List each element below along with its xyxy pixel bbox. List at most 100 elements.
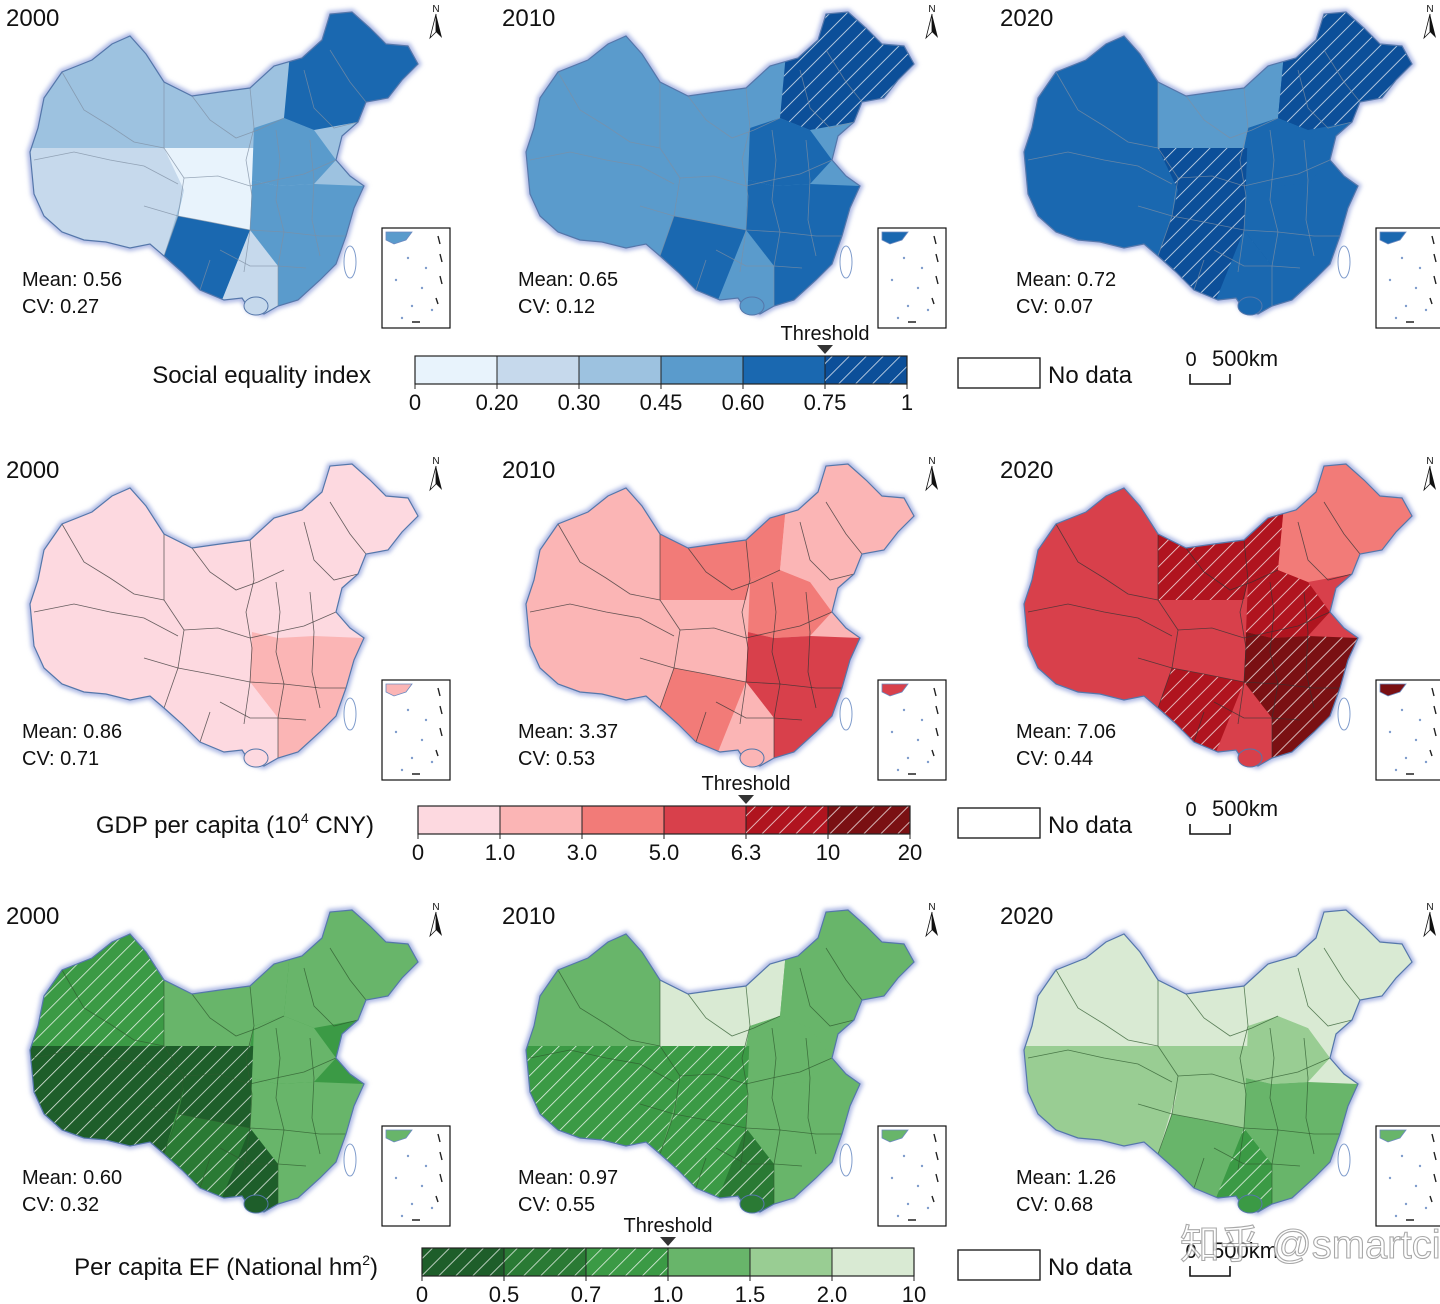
- province-border: [1213, 1147, 1301, 1167]
- province-border: [1297, 521, 1353, 581]
- north-arrow-icon: N: [1423, 4, 1436, 40]
- province-border: [1137, 205, 1173, 217]
- province-border: [1237, 539, 1249, 725]
- scale-bar: 0 500km: [1185, 796, 1278, 835]
- panel-year: 2020: [1000, 903, 1053, 930]
- province-border: [1027, 151, 1173, 185]
- province-region: [710, 230, 774, 314]
- province-border: [177, 215, 346, 237]
- province-border: [771, 129, 781, 306]
- province-border: [243, 539, 255, 725]
- province-border: [1269, 581, 1279, 758]
- svg-text:N: N: [928, 456, 935, 467]
- province-border: [1297, 967, 1353, 1027]
- province-region: [1158, 1046, 1248, 1128]
- province-border: [33, 151, 179, 185]
- south-china-sea-inset: [381, 227, 451, 329]
- country-outline: [29, 909, 419, 1213]
- legend-swatch: [581, 805, 665, 835]
- province-border: [1297, 69, 1353, 129]
- province-border: [183, 611, 337, 639]
- province-border: [199, 1157, 211, 1189]
- country-outline: [525, 909, 915, 1213]
- province-border: [329, 501, 367, 555]
- island-hainan: [243, 1194, 269, 1214]
- legend-tick: 0: [412, 840, 424, 865]
- scale-label: 500km: [1212, 1238, 1278, 1263]
- province-border: [33, 603, 179, 637]
- legend-swatch: [578, 355, 662, 385]
- hatch-overlay: [1158, 148, 1248, 230]
- province-border: [1027, 1049, 1173, 1083]
- island-taiwan: [343, 697, 357, 731]
- legend-swatch: [663, 805, 747, 835]
- province-border: [679, 159, 833, 187]
- legend-title: Per capita EF (National hm2): [74, 1252, 378, 1281]
- panel-mean: Mean: 0.86: [22, 721, 122, 743]
- province-border: [329, 947, 367, 1001]
- hatch-overlay: [710, 1128, 774, 1212]
- legend-swatch: [831, 1247, 915, 1277]
- country-outline: [525, 463, 915, 767]
- province-border: [825, 49, 863, 103]
- panel-mean: Mean: 3.37: [518, 721, 618, 743]
- north-arrow-icon: N: [925, 4, 938, 40]
- province-border: [1137, 657, 1173, 669]
- province-border: [529, 603, 675, 637]
- country-outline: [1023, 463, 1413, 767]
- no-data-label: No data: [1048, 362, 1133, 389]
- scale-zero: 0: [1185, 799, 1196, 821]
- south-china-sea-inset: [1375, 1125, 1440, 1227]
- legend-hatch: [422, 1248, 504, 1276]
- province-border: [243, 87, 255, 273]
- province-border: [1177, 611, 1331, 639]
- province-border: [805, 139, 817, 257]
- province-border: [679, 1057, 833, 1085]
- province-border: [695, 711, 707, 743]
- province-border: [143, 205, 179, 217]
- map-panel: N 2020 Mean: 7.06 CV: 0.44: [1000, 456, 1440, 781]
- hatch-overlay: [164, 1046, 254, 1128]
- province-border: [1193, 1157, 1205, 1189]
- province-border: [715, 1147, 803, 1167]
- province-border: [275, 1027, 285, 1204]
- province-border: [1269, 1027, 1279, 1204]
- province-border: [191, 547, 285, 591]
- province-border: [1055, 523, 1159, 601]
- panel-mean: Mean: 0.97: [518, 1167, 618, 1189]
- province-border: [557, 969, 661, 1047]
- province-border: [183, 1057, 337, 1085]
- province-border: [275, 581, 285, 758]
- island-hainan: [1237, 1194, 1263, 1214]
- province-border: [673, 215, 842, 237]
- svg-text:N: N: [1426, 902, 1433, 913]
- map-panel: N 2000 Mean: 0.56 CV: 0.27: [6, 4, 451, 329]
- island-taiwan: [343, 1143, 357, 1177]
- panel-cv: CV: 0.71: [22, 748, 99, 770]
- province-border: [191, 95, 285, 139]
- svg-text:N: N: [928, 4, 935, 15]
- map-panel: N 2000 Mean: 0.86 CV: 0.71: [6, 456, 451, 781]
- map-panel: N 2000 Mean: 0.60 CV: 0.32: [6, 902, 451, 1227]
- province-border: [61, 71, 165, 149]
- province-border: [673, 667, 842, 689]
- legend-tick: 5.0: [649, 840, 680, 865]
- svg-text:N: N: [1426, 456, 1433, 467]
- island-taiwan: [839, 1143, 853, 1177]
- legend-social: Social equality index 0 0.20 0.30 0.45 0.60 0.…: [152, 323, 1278, 415]
- island-hainan: [243, 748, 269, 768]
- north-arrow-icon: N: [429, 456, 442, 492]
- panel-cv: CV: 0.55: [518, 1194, 595, 1216]
- panel-mean: Mean: 0.65: [518, 269, 618, 291]
- province-border: [825, 501, 863, 555]
- south-china-sea-inset: [877, 227, 947, 329]
- province-border: [1027, 603, 1173, 637]
- province-region: [214, 682, 278, 766]
- province-region: [1208, 682, 1272, 766]
- province-border: [687, 993, 781, 1037]
- province-border: [1193, 711, 1205, 743]
- legend-tick: 10: [816, 840, 840, 865]
- province-border: [199, 259, 211, 291]
- province-border: [191, 993, 285, 1037]
- north-arrow-icon: N: [429, 4, 442, 40]
